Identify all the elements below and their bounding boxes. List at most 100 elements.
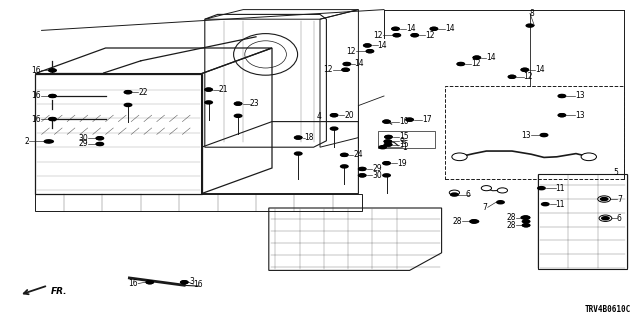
Circle shape: [382, 161, 391, 165]
Circle shape: [557, 94, 566, 98]
Circle shape: [393, 33, 401, 37]
Text: 12: 12: [425, 31, 435, 40]
Circle shape: [508, 75, 516, 79]
Circle shape: [44, 139, 52, 144]
Circle shape: [95, 142, 104, 146]
Text: 30: 30: [372, 171, 382, 180]
Circle shape: [294, 135, 303, 140]
Circle shape: [520, 68, 529, 72]
Circle shape: [472, 56, 481, 60]
Circle shape: [521, 68, 529, 72]
Text: 12: 12: [323, 65, 333, 74]
Circle shape: [96, 142, 104, 146]
Circle shape: [95, 136, 104, 140]
Text: 13: 13: [575, 92, 584, 100]
Text: 2: 2: [25, 137, 29, 146]
Circle shape: [378, 145, 387, 149]
Text: 19: 19: [397, 159, 406, 168]
Circle shape: [294, 136, 303, 140]
Text: 5: 5: [613, 168, 618, 177]
Text: 16: 16: [193, 280, 203, 289]
Text: 21: 21: [219, 85, 228, 94]
Circle shape: [520, 215, 529, 220]
Circle shape: [341, 68, 350, 72]
Text: 28: 28: [506, 221, 516, 230]
Text: 14: 14: [445, 24, 454, 33]
Circle shape: [469, 219, 478, 224]
Circle shape: [557, 113, 566, 117]
Circle shape: [234, 114, 243, 118]
Text: 29: 29: [79, 140, 88, 148]
Circle shape: [522, 216, 530, 220]
Circle shape: [384, 135, 393, 139]
Circle shape: [180, 280, 189, 284]
Circle shape: [124, 103, 132, 107]
Circle shape: [46, 139, 54, 143]
Circle shape: [452, 153, 467, 161]
Circle shape: [358, 167, 367, 171]
Text: 15: 15: [399, 140, 409, 149]
Circle shape: [358, 173, 367, 177]
Circle shape: [496, 200, 505, 204]
Circle shape: [537, 186, 546, 190]
Circle shape: [450, 192, 459, 197]
Circle shape: [540, 133, 548, 137]
Text: 15: 15: [399, 132, 409, 141]
Text: 6: 6: [617, 214, 622, 223]
Circle shape: [391, 27, 400, 31]
Text: 14: 14: [378, 41, 387, 50]
Circle shape: [429, 27, 438, 31]
Circle shape: [383, 161, 390, 165]
Circle shape: [205, 87, 212, 92]
Circle shape: [601, 216, 610, 220]
Text: 23: 23: [250, 99, 259, 108]
Circle shape: [48, 94, 57, 98]
Circle shape: [406, 117, 414, 122]
Circle shape: [365, 49, 374, 53]
Circle shape: [124, 90, 132, 94]
Circle shape: [234, 101, 243, 106]
Text: 12: 12: [373, 31, 383, 40]
Text: 29: 29: [372, 164, 382, 173]
Circle shape: [411, 33, 419, 37]
Text: 1: 1: [402, 143, 406, 152]
Circle shape: [96, 136, 104, 140]
Circle shape: [124, 90, 132, 94]
Text: 7: 7: [483, 203, 488, 212]
Circle shape: [49, 94, 57, 98]
Text: 14: 14: [406, 24, 415, 33]
Circle shape: [363, 43, 371, 47]
Circle shape: [508, 75, 516, 79]
Circle shape: [598, 196, 611, 202]
Circle shape: [342, 68, 350, 72]
Text: 18: 18: [305, 133, 314, 142]
Circle shape: [391, 27, 399, 31]
Circle shape: [204, 87, 213, 92]
Circle shape: [204, 100, 213, 105]
Circle shape: [522, 215, 531, 220]
Circle shape: [145, 280, 154, 284]
Circle shape: [384, 135, 393, 139]
Circle shape: [340, 153, 349, 157]
Text: 14: 14: [355, 60, 364, 68]
Circle shape: [497, 188, 508, 193]
Text: 24: 24: [353, 150, 363, 159]
Circle shape: [382, 173, 391, 178]
Text: 20: 20: [344, 111, 354, 120]
Text: 14: 14: [535, 65, 545, 74]
Circle shape: [48, 117, 57, 121]
Text: 10: 10: [399, 117, 409, 126]
Text: 12: 12: [346, 47, 356, 56]
Circle shape: [456, 62, 465, 66]
Circle shape: [470, 220, 478, 223]
Circle shape: [234, 101, 243, 106]
Text: FR.: FR.: [51, 287, 68, 296]
Circle shape: [358, 173, 367, 178]
Circle shape: [558, 113, 566, 117]
Circle shape: [330, 126, 339, 131]
Text: 17: 17: [422, 115, 432, 124]
Text: 30: 30: [79, 134, 88, 143]
Circle shape: [522, 223, 530, 227]
Circle shape: [472, 55, 481, 60]
Text: 22: 22: [138, 88, 148, 97]
